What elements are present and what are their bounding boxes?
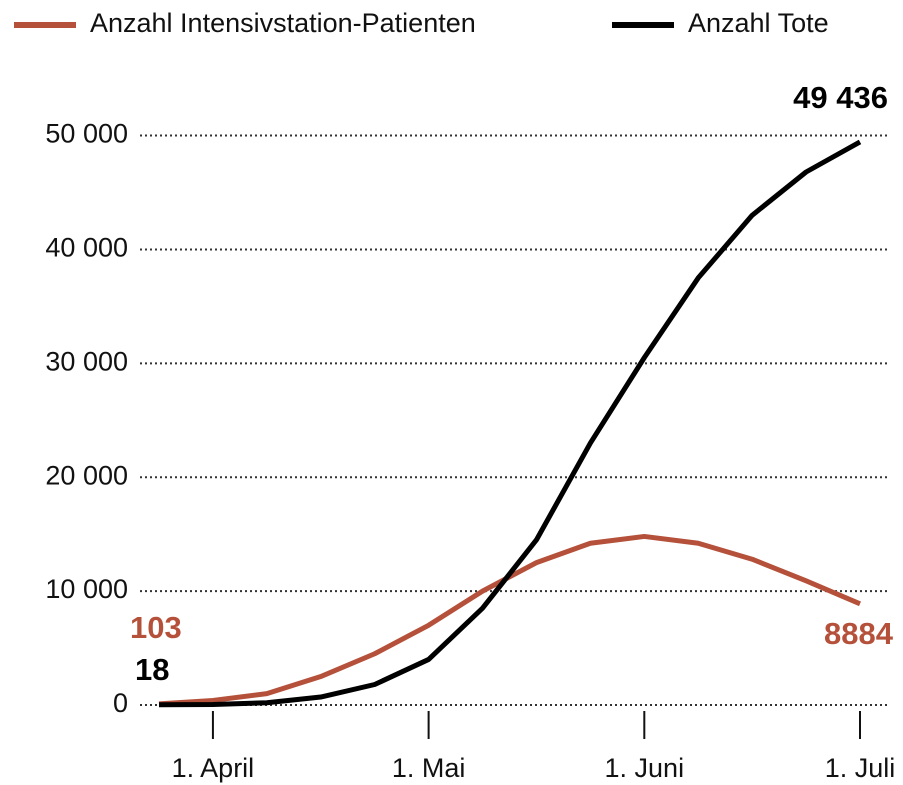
- legend-label: Anzahl Intensivstation-Patienten: [90, 8, 476, 38]
- y-tick-label: 10 000: [45, 574, 128, 604]
- x-tick-label: 1. Juli: [825, 753, 896, 783]
- y-tick-label: 20 000: [45, 460, 128, 490]
- x-tick-label: 1. April: [172, 753, 255, 783]
- value-label: 18: [135, 652, 169, 687]
- value-label: 49 436: [793, 80, 888, 115]
- value-label: 103: [130, 610, 182, 645]
- legend-label: Anzahl Tote: [688, 8, 829, 38]
- y-tick-label: 0: [113, 688, 128, 718]
- line: [158, 139, 862, 708]
- value-label: 8884: [824, 616, 894, 651]
- line: [158, 533, 861, 707]
- y-tick-label: 40 000: [45, 233, 128, 263]
- y-tick-label: 50 000: [45, 119, 128, 149]
- y-tick-label: 30 000: [45, 346, 128, 376]
- x-tick-label: 1. Juni: [605, 753, 685, 783]
- x-tick-label: 1. Mai: [392, 753, 466, 783]
